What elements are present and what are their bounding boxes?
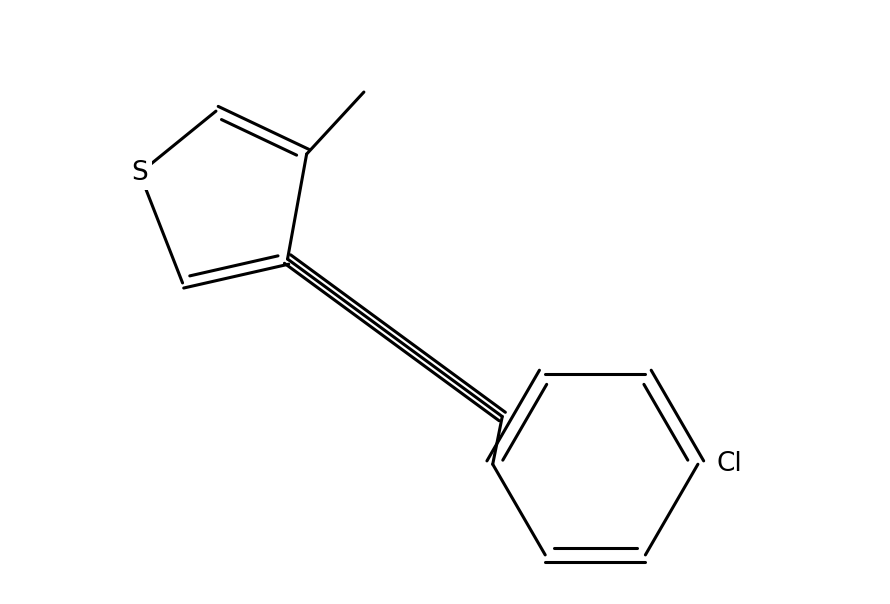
Text: S: S	[131, 160, 148, 186]
Text: Cl: Cl	[717, 451, 743, 477]
